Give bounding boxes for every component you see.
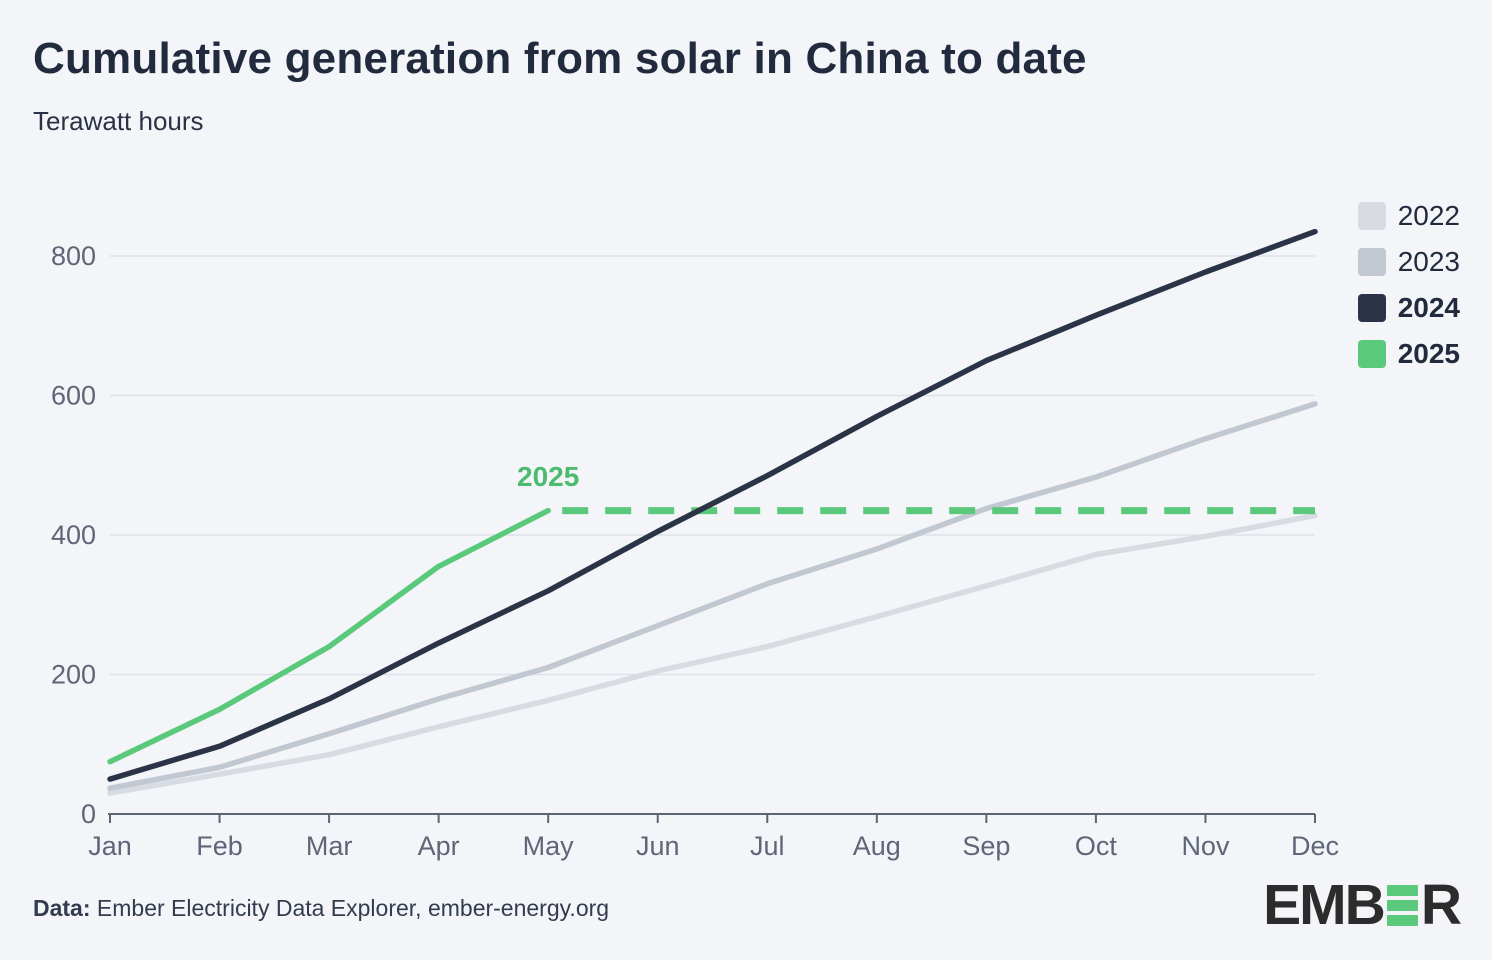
x-axis-month-label: Oct — [1075, 831, 1118, 861]
legend-label-2023: 2023 — [1397, 246, 1460, 277]
ember-logo-text-right: R — [1420, 873, 1462, 937]
legend-swatch-2022 — [1357, 202, 1386, 230]
y-axis-tick-label: 0 — [81, 799, 96, 829]
data-source-label: Data: — [33, 895, 91, 921]
ember-logo-text-left: EMB — [1263, 873, 1386, 937]
chart-header: Cumulative generation from solar in Chin… — [33, 34, 1087, 137]
legend-label-2022: 2022 — [1397, 200, 1460, 231]
legend-item-2022: 2022 — [1357, 200, 1460, 232]
legend-swatch-2023 — [1357, 248, 1386, 276]
legend-label-2024: 2024 — [1397, 292, 1460, 323]
ember-logo-e-bars-icon — [1386, 885, 1418, 926]
legend-item-2024: 2024 — [1357, 292, 1460, 324]
chart-title: Cumulative generation from solar in Chin… — [33, 34, 1087, 83]
series-line-2023 — [107, 401, 1318, 791]
series-line-2022 — [107, 512, 1318, 796]
chart-unit-subtitle: Terawatt hours — [33, 106, 204, 136]
x-axis-month-label: Dec — [1291, 831, 1339, 861]
data-source-attribution: Data: Ember Electricity Data Explorer, e… — [33, 895, 609, 922]
y-axis-tick-label: 200 — [51, 660, 96, 690]
x-axis-month-label: Nov — [1181, 831, 1230, 861]
annotation-label-2025: 2025 — [517, 461, 579, 492]
y-axis-tick-label: 800 — [51, 241, 96, 271]
x-axis-month-label: Jun — [636, 831, 680, 861]
x-axis-month-label: Sep — [962, 831, 1010, 861]
x-axis-month-label: Apr — [418, 831, 460, 861]
y-axis-tick-label: 400 — [51, 520, 96, 550]
legend-label-2025: 2025 — [1397, 338, 1460, 369]
legend-swatch-2025 — [1357, 340, 1386, 368]
ember-logo: EMB R — [1263, 873, 1462, 937]
legend-item-2025: 2025 — [1357, 338, 1460, 370]
x-axis-month-label: May — [523, 831, 575, 861]
x-axis-month-label: Jan — [88, 831, 132, 861]
data-source-text: Ember Electricity Data Explorer, ember-e… — [90, 895, 610, 921]
legend-item-2023: 2023 — [1357, 246, 1460, 278]
x-axis-month-label: Aug — [853, 831, 901, 861]
chart-legend: 2022 2023 2024 2025 — [1357, 200, 1460, 370]
series-line-2024 — [107, 228, 1318, 782]
x-axis-month-label: Mar — [306, 831, 353, 861]
x-axis-month-label: Feb — [196, 831, 243, 861]
x-axis-month-label: Jul — [750, 831, 785, 861]
y-axis-tick-label: 600 — [51, 381, 96, 411]
series-line-2025 — [107, 507, 551, 765]
legend-swatch-2024 — [1357, 294, 1386, 322]
